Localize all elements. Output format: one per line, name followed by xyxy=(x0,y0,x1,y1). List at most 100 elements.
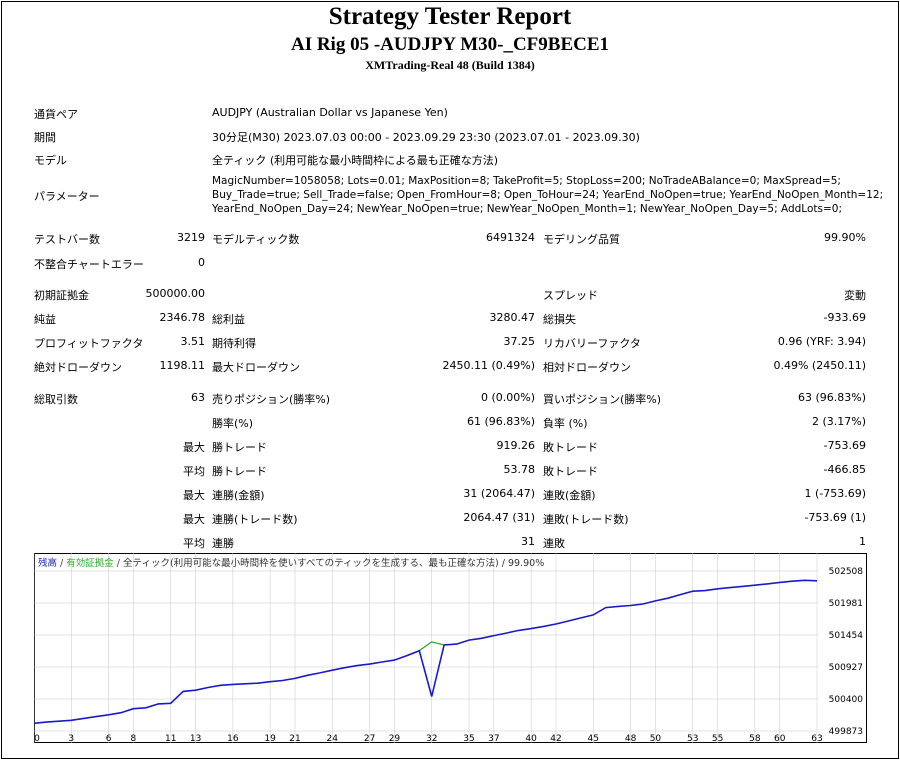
x-tick-label: 42 xyxy=(550,734,561,743)
largest-loss-label: 敗トレード xyxy=(543,441,598,454)
period-label: 期間 xyxy=(34,131,56,144)
report-title: Strategy Tester Report xyxy=(328,3,572,30)
x-tick-label: 11 xyxy=(165,734,176,743)
bars-label: テストバー数 xyxy=(34,233,100,246)
x-tick-label: 16 xyxy=(227,734,239,743)
spread-label: スプレッド xyxy=(543,289,598,302)
x-tick-label: 37 xyxy=(488,734,499,743)
consec-losses-count-value: -753.69 (1) xyxy=(804,511,866,524)
model-label: モデル xyxy=(34,154,67,167)
spread-value: 変動 xyxy=(844,289,866,302)
loss-rate-value: 2 (3.17%) xyxy=(811,415,866,428)
x-tick-label: 60 xyxy=(774,734,786,743)
symbol-label: 通貨ペア xyxy=(34,108,78,121)
x-tick-label: 50 xyxy=(650,734,662,743)
model-value: 全ティック (利用可能な最小時間枠による最も正確な方法) xyxy=(212,154,499,167)
avg-win-value: 53.78 xyxy=(503,463,536,476)
consec-wins-count-value: 2064.47 (31) xyxy=(463,511,535,524)
legend-equity: 有効証拠金 xyxy=(66,557,114,569)
period-value: 30分足(M30) 2023.07.03 00:00 - 2023.09.29 … xyxy=(212,131,640,144)
avg-consec-wins-label: 連勝 xyxy=(212,537,234,550)
symbol-value: AUDJPY (Australian Dollar vs Japanese Ye… xyxy=(212,106,448,119)
chart-legend: 残高 / 有効証拠金 / 全ティック(利用可能な最小時間枠を使いすべてのティック… xyxy=(38,557,544,569)
avg-win-label: 勝トレード xyxy=(212,465,267,478)
recovery-factor-label: リカバリーファクタ xyxy=(543,337,641,350)
balance-chart: 0 3 6 8 11 13 16 19 21 24 27 29 32 35 37 40 42 45 48 50 53 55… xyxy=(33,553,867,744)
largest-prefix: 最大 xyxy=(183,441,205,454)
x-tick-label: 48 xyxy=(625,734,637,743)
y-tick-label: 501981 xyxy=(829,599,863,609)
balance-series-line xyxy=(33,579,818,725)
consec-wins-money-label: 連勝(金額) xyxy=(212,489,265,502)
total-trades-value: 63 xyxy=(191,391,205,404)
mismatch-value: 0 xyxy=(198,256,205,269)
chart-grid xyxy=(33,553,818,743)
consec-losses-money-label: 連敗(金額) xyxy=(543,489,596,502)
consec-wins-count-label: 連勝(トレード数) xyxy=(212,513,298,526)
x-tick-label: 0 xyxy=(34,734,40,743)
loss-rate-label: 負率 (%) xyxy=(543,417,588,430)
x-tick-label: 8 xyxy=(131,734,137,743)
legend-separator-1: / xyxy=(57,558,66,569)
abs-drawdown-value: 1198.11 xyxy=(159,359,206,372)
rel-drawdown-label: 相対ドローダウン xyxy=(543,361,631,374)
balance-chart-svg: 0 3 6 8 11 13 16 19 21 24 27 29 32 35 37 40 42 45 48 50 53 55… xyxy=(33,553,867,744)
avg-loss-label: 敗トレード xyxy=(543,465,598,478)
net-profit-label: 純益 xyxy=(34,313,56,326)
params-label: パラメーター xyxy=(34,190,100,203)
short-positions-value: 0 (0.00%) xyxy=(480,391,535,404)
profit-factor-value: 3.51 xyxy=(180,335,206,348)
mismatch-label: 不整合チャートエラー xyxy=(34,258,144,271)
x-tick-label: 53 xyxy=(687,734,698,743)
quality-label: モデリング品質 xyxy=(543,233,620,246)
y-tick-label: 502508 xyxy=(829,567,864,577)
gross-profit-label: 総利益 xyxy=(212,313,245,326)
recovery-factor-value: 0.96 (YRF: 3.94) xyxy=(777,335,866,348)
x-tick-label: 35 xyxy=(463,734,474,743)
x-tick-label: 40 xyxy=(525,734,537,743)
largest-loss-value: -753.69 xyxy=(823,439,866,452)
x-tick-label: 58 xyxy=(749,734,761,743)
max-prefix-1: 最大 xyxy=(183,489,205,502)
x-tick-label: 24 xyxy=(327,734,339,743)
short-positions-label: 売りポジション(勝率%) xyxy=(212,393,331,406)
net-profit-value: 2346.78 xyxy=(159,311,206,324)
server-build: XMTrading-Real 48 (Build 1384) xyxy=(365,58,535,72)
expected-payoff-value: 37.25 xyxy=(503,335,536,348)
avg-consec-losses-label: 連敗 xyxy=(543,537,565,550)
legend-separator-2: / xyxy=(114,558,123,569)
legend-balance: 残高 xyxy=(38,557,57,569)
expert-name: AI Rig 05 -AUDJPY M30-_CF9BECE1 xyxy=(290,34,610,55)
x-tick-label: 13 xyxy=(190,734,201,743)
max-drawdown-value: 2450.11 (0.49%) xyxy=(442,359,535,372)
y-axis-ticks: 499873 500400 500927 501454 501981 502508 xyxy=(829,567,864,737)
win-rate-label: 勝率(%) xyxy=(212,417,254,430)
consec-wins-money-value: 31 (2064.47) xyxy=(463,487,535,500)
deposit-label: 初期証拠金 xyxy=(34,289,89,302)
x-tick-label: 21 xyxy=(289,734,300,743)
max-drawdown-label: 最大ドローダウン xyxy=(212,361,300,374)
profit-factor-label: プロフィットファクタ xyxy=(34,337,144,350)
x-tick-label: 55 xyxy=(712,734,723,743)
deposit-value: 500000.00 xyxy=(145,287,206,300)
x-tick-label: 29 xyxy=(389,734,401,743)
max-prefix-2: 最大 xyxy=(183,513,205,526)
gross-profit-value: 3280.47 xyxy=(489,311,536,324)
quality-value: 99.90% xyxy=(824,231,866,244)
y-tick-label: 500927 xyxy=(829,663,863,673)
params-line-1: MagicNumber=1058058; Lots=0.01; MaxPosit… xyxy=(212,175,841,187)
ticks-value: 6491324 xyxy=(486,231,535,244)
avg-consec-losses-value: 1 xyxy=(859,535,866,548)
largest-win-value: 919.26 xyxy=(496,439,536,452)
expected-payoff-label: 期待利得 xyxy=(212,337,256,350)
y-tick-label: 499873 xyxy=(829,727,863,737)
params-line-3: YearEnd_NoOpen_Day=24; NewYear_NoOpen=tr… xyxy=(212,203,842,215)
x-tick-label: 27 xyxy=(364,734,375,743)
y-tick-label: 500400 xyxy=(829,695,864,705)
average-prefix: 平均 xyxy=(183,465,205,478)
ticks-label: モデルティック数 xyxy=(212,233,300,246)
long-positions-label: 買いポジション(勝率%) xyxy=(543,393,662,406)
long-positions-value: 63 (96.83%) xyxy=(797,391,866,404)
gross-loss-value: -933.69 xyxy=(823,311,866,324)
